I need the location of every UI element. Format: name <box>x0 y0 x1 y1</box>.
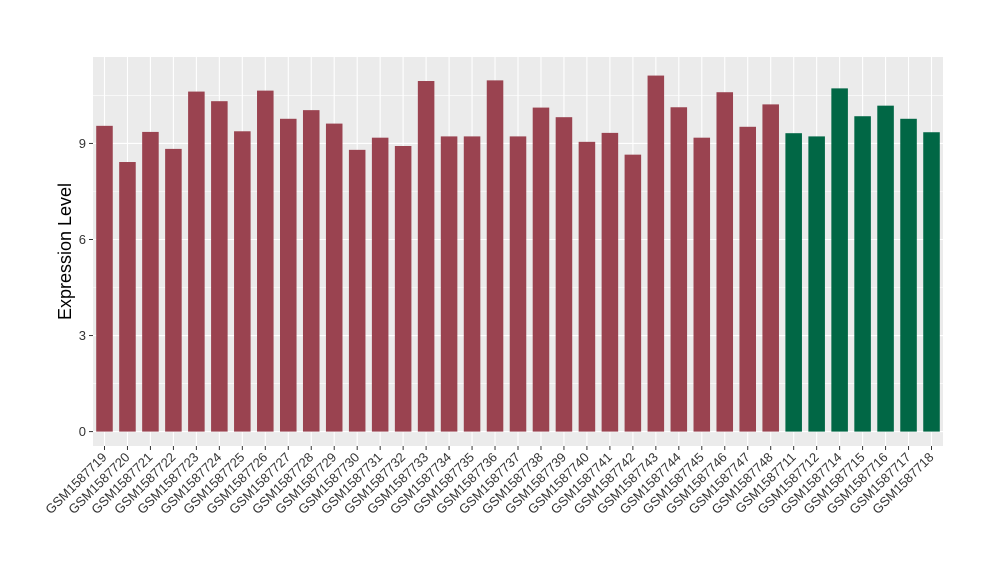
bar-GSM1587726 <box>257 90 274 432</box>
bar-GSM1587723 <box>188 91 205 432</box>
bar-GSM1587729 <box>325 123 343 432</box>
bar-GSM1587740 <box>578 141 596 432</box>
bar-GSM1587742 <box>624 154 642 432</box>
bar-GSM1587730 <box>348 149 366 432</box>
bar-GSM1587716 <box>877 105 894 432</box>
y-axis-ticks: 0 3 6 9 <box>79 136 93 439</box>
bar-GSM1587719 <box>96 125 113 432</box>
bar-GSM1587736 <box>486 80 504 432</box>
bar-GSM1587712 <box>808 136 825 432</box>
bar-GSM1587717 <box>900 118 917 432</box>
bar-GSM1587739 <box>555 117 573 432</box>
bar-GSM1587720 <box>119 162 136 432</box>
bar-GSM1587746 <box>716 92 734 432</box>
bar-GSM1587744 <box>670 107 688 432</box>
y-tick-label: 9 <box>79 136 86 151</box>
bars <box>96 75 940 432</box>
bar-GSM1587725 <box>234 131 251 432</box>
bar-GSM1587745 <box>693 137 711 432</box>
bar-GSM1587732 <box>394 146 412 432</box>
bar-GSM1587747 <box>739 126 756 432</box>
bar-GSM1587737 <box>509 136 527 432</box>
bar-GSM1587728 <box>302 110 320 432</box>
y-axis-label: Expression Level <box>55 183 75 320</box>
bar-GSM1587748 <box>762 104 779 432</box>
bar-GSM1587727 <box>280 118 297 432</box>
bar-GSM1587731 <box>371 137 389 432</box>
bar-GSM1587733 <box>417 81 435 432</box>
x-axis-ticks: GSM1587719GSM1587720GSM1587721GSM1587722… <box>42 446 937 517</box>
bar-GSM1587734 <box>440 136 458 432</box>
y-tick-label: 6 <box>79 232 86 247</box>
bar-GSM1587735 <box>463 136 481 432</box>
bar-GSM1587724 <box>211 101 228 432</box>
bar-GSM1587714 <box>831 88 848 432</box>
bar-GSM1587711 <box>785 133 802 432</box>
y-tick-label: 0 <box>79 424 86 439</box>
bar-GSM1587741 <box>601 132 619 432</box>
y-tick-label: 3 <box>79 328 86 343</box>
bar-GSM1587715 <box>854 116 871 432</box>
bar-GSM1587718 <box>923 132 940 432</box>
bar-GSM1587738 <box>532 107 550 432</box>
bar-GSM1587722 <box>165 148 182 432</box>
bar-GSM1587721 <box>142 131 159 432</box>
bar-GSM1587743 <box>647 75 665 432</box>
